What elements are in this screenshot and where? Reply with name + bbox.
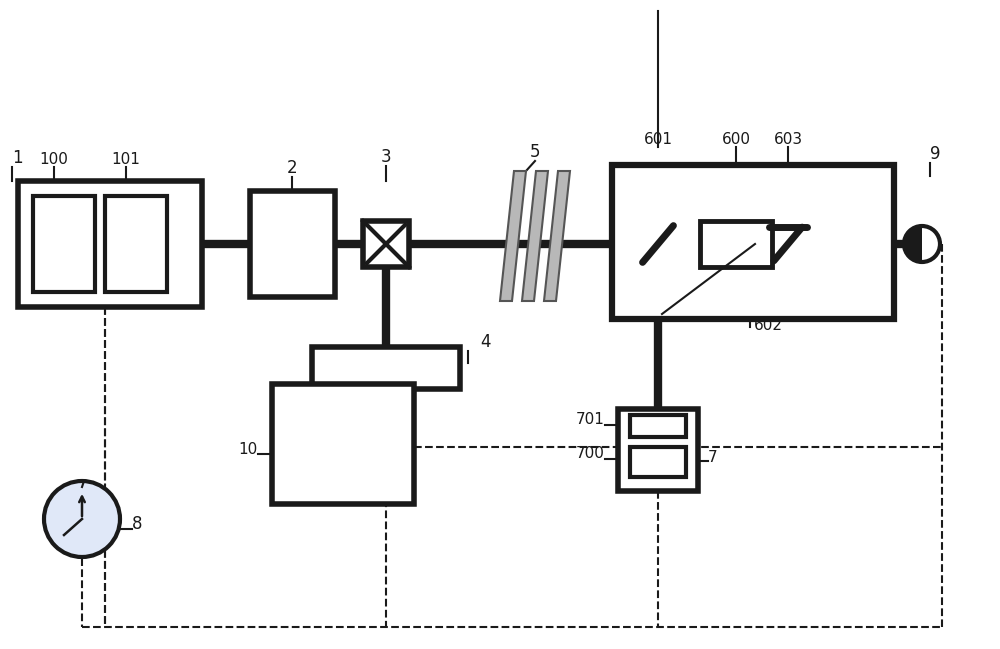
Text: 701: 701 (576, 412, 605, 427)
Bar (612, 165, 894, 319)
Text: 9: 9 (930, 145, 941, 163)
Bar (33, 196, 95, 292)
Bar (700, 221, 772, 267)
Text: 3: 3 (381, 148, 391, 166)
Bar (105, 196, 167, 292)
Text: 5: 5 (530, 143, 540, 161)
Bar (18, 181, 202, 307)
Text: 1: 1 (12, 149, 23, 167)
Circle shape (904, 226, 940, 262)
Wedge shape (905, 227, 922, 261)
Text: 2: 2 (287, 159, 297, 177)
Bar (312, 347, 460, 389)
Bar (618, 409, 698, 491)
Text: 601: 601 (644, 132, 672, 147)
Bar (250, 191, 335, 297)
Text: 700: 700 (576, 446, 605, 461)
Polygon shape (500, 171, 526, 301)
Text: 8: 8 (132, 515, 143, 533)
Bar (630, 447, 686, 477)
Bar (630, 415, 686, 437)
Text: 600: 600 (722, 132, 750, 147)
Polygon shape (522, 171, 548, 301)
Text: 10: 10 (239, 442, 258, 457)
Text: 4: 4 (480, 333, 490, 351)
Text: 7: 7 (708, 450, 718, 465)
Bar (272, 384, 414, 504)
Text: 101: 101 (112, 152, 140, 167)
Text: 602: 602 (754, 318, 782, 333)
Polygon shape (544, 171, 570, 301)
Bar (363, 221, 409, 267)
Circle shape (44, 481, 120, 557)
Text: 603: 603 (773, 132, 803, 147)
Text: 100: 100 (40, 152, 68, 167)
